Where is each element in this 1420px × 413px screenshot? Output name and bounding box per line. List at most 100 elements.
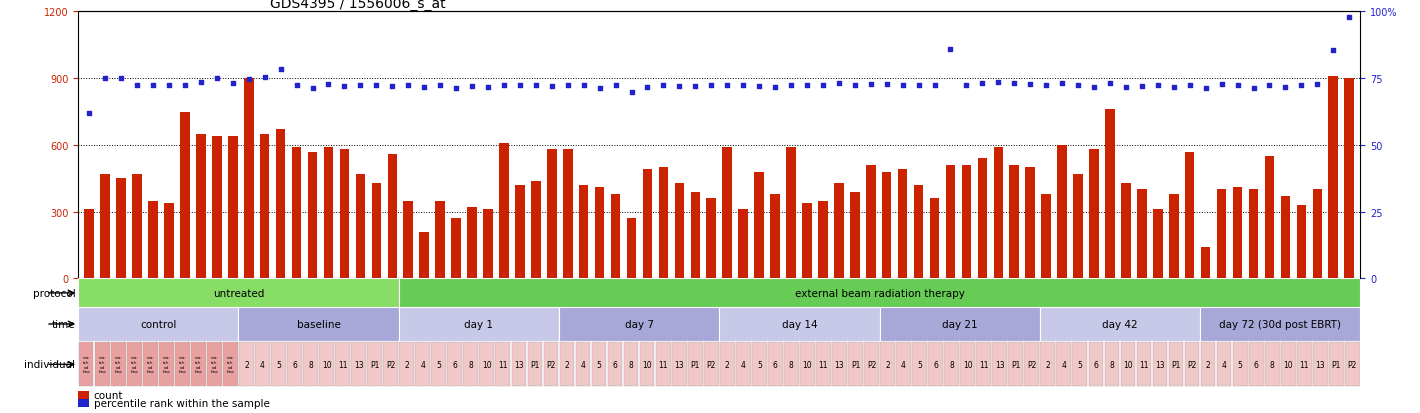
Text: 11: 11 [659, 360, 667, 369]
Point [381, 83, 403, 90]
Bar [1105, 343, 1119, 386]
Bar [143, 343, 158, 386]
Point [206, 76, 229, 82]
Bar [559, 308, 720, 341]
Text: 6: 6 [293, 360, 297, 369]
Bar [78, 343, 94, 386]
Bar [388, 154, 398, 279]
Point [285, 82, 308, 89]
Text: untreated: untreated [213, 288, 264, 298]
Bar [608, 343, 622, 386]
Point [94, 76, 116, 82]
Text: 10: 10 [481, 360, 491, 369]
Bar [256, 343, 270, 386]
Point [270, 67, 293, 74]
Point [460, 83, 483, 90]
Text: P2: P2 [707, 360, 716, 369]
Point [1066, 82, 1089, 89]
Point [907, 82, 930, 89]
Text: P2: P2 [1348, 360, 1358, 369]
Point [1179, 82, 1201, 89]
Bar [239, 343, 254, 386]
Point [971, 80, 994, 87]
Text: day 42: day 42 [1102, 319, 1137, 329]
Text: 2: 2 [405, 360, 409, 369]
Bar [320, 343, 334, 386]
Bar [399, 308, 559, 341]
Bar [707, 199, 716, 279]
Point [396, 82, 419, 89]
Bar [1074, 174, 1083, 279]
Bar [196, 135, 206, 279]
Text: 11: 11 [498, 360, 507, 369]
Bar [1008, 343, 1024, 386]
Text: 13: 13 [1315, 360, 1325, 369]
Text: day 14: day 14 [781, 319, 816, 329]
Point [1115, 84, 1137, 91]
Text: 13: 13 [995, 360, 1004, 369]
Bar [1120, 343, 1136, 386]
Text: 13: 13 [835, 360, 845, 369]
Text: 5: 5 [757, 360, 761, 369]
Text: ma
tch
ed
hea: ma tch ed hea [131, 356, 138, 373]
Bar [1025, 168, 1035, 279]
Bar [799, 343, 815, 386]
Text: 10: 10 [1123, 360, 1133, 369]
Bar [351, 343, 366, 386]
Point [1146, 82, 1169, 89]
Text: individual: individual [24, 359, 75, 370]
Bar [816, 343, 831, 386]
Bar [944, 343, 959, 386]
Bar [1105, 110, 1115, 279]
Bar [1314, 343, 1328, 386]
Bar [1265, 343, 1279, 386]
Bar [787, 148, 795, 279]
Text: 2: 2 [565, 360, 569, 369]
Point [126, 82, 149, 89]
Bar [132, 174, 142, 279]
Bar [946, 166, 956, 279]
Bar [640, 343, 655, 386]
Bar [547, 150, 557, 279]
Bar [1184, 343, 1200, 386]
Text: 13: 13 [1156, 360, 1164, 369]
Bar [308, 152, 317, 279]
Bar [559, 343, 574, 386]
Text: 11: 11 [1139, 360, 1149, 369]
Point [413, 85, 436, 91]
Text: day 72 (30d post EBRT): day 72 (30d post EBRT) [1220, 319, 1342, 329]
Text: 5: 5 [275, 360, 281, 369]
Bar [1169, 195, 1179, 279]
Bar [511, 343, 527, 386]
Text: 4: 4 [902, 360, 906, 369]
Point [541, 83, 564, 90]
Bar [914, 185, 923, 279]
Bar [1345, 79, 1355, 279]
Point [173, 82, 196, 89]
Text: 4: 4 [1221, 360, 1227, 369]
Bar [372, 183, 381, 279]
Bar [882, 172, 892, 279]
Bar [1233, 188, 1242, 279]
Point [939, 47, 961, 53]
Text: 6: 6 [933, 360, 939, 369]
Point [652, 82, 674, 89]
Bar [912, 343, 927, 386]
Bar [432, 343, 446, 386]
Text: ma
tch
ed
hea: ma tch ed hea [227, 356, 234, 373]
Bar [148, 201, 158, 279]
Text: 6: 6 [1254, 360, 1258, 369]
Text: 10: 10 [802, 360, 812, 369]
Bar [770, 195, 780, 279]
Bar [335, 343, 349, 386]
Bar [994, 148, 1003, 279]
Point [557, 82, 579, 89]
Point [956, 82, 978, 89]
Bar [403, 201, 413, 279]
Bar [293, 148, 301, 279]
Point [987, 79, 1010, 85]
Bar [1056, 343, 1071, 386]
Text: time: time [51, 319, 75, 329]
Text: ma
tch
ed
hea: ma tch ed hea [82, 356, 89, 373]
Bar [1039, 308, 1200, 341]
